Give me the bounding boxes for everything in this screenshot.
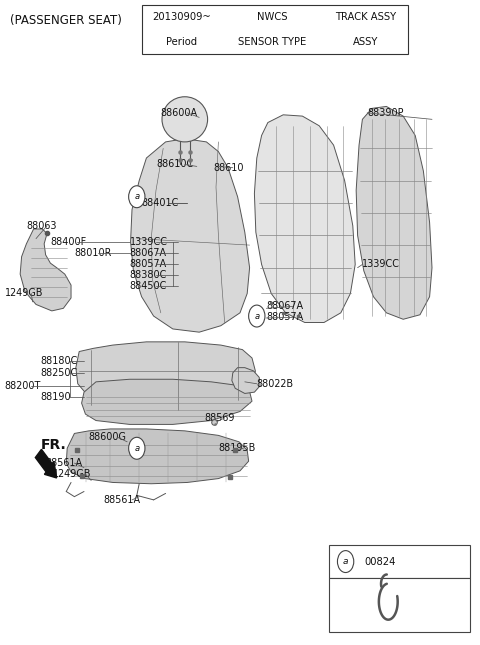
Text: 88195B: 88195B bbox=[218, 443, 256, 453]
Text: NWCS: NWCS bbox=[257, 12, 288, 23]
Circle shape bbox=[129, 437, 145, 459]
Text: a: a bbox=[254, 312, 259, 321]
Text: 20130909~: 20130909~ bbox=[152, 12, 211, 23]
Bar bbox=[142, 5, 408, 54]
Text: 88569: 88569 bbox=[204, 413, 235, 423]
Polygon shape bbox=[82, 379, 252, 424]
Polygon shape bbox=[66, 429, 249, 484]
Text: a: a bbox=[134, 192, 139, 201]
Text: Period: Period bbox=[166, 37, 197, 47]
Text: 00824: 00824 bbox=[365, 557, 396, 566]
Polygon shape bbox=[254, 115, 355, 322]
Text: 88057A: 88057A bbox=[130, 259, 167, 269]
Text: 88610: 88610 bbox=[214, 163, 244, 173]
Text: 1249GB: 1249GB bbox=[5, 288, 43, 299]
Circle shape bbox=[249, 305, 265, 327]
Circle shape bbox=[129, 186, 145, 208]
Text: 88600G: 88600G bbox=[89, 432, 127, 442]
Text: ASSY: ASSY bbox=[353, 37, 379, 47]
Polygon shape bbox=[76, 342, 255, 410]
Text: 88380C: 88380C bbox=[130, 270, 167, 280]
Text: 88390P: 88390P bbox=[367, 108, 404, 118]
Bar bbox=[329, 545, 470, 578]
Text: 88610C: 88610C bbox=[156, 159, 193, 170]
Text: TRACK ASSY: TRACK ASSY bbox=[336, 12, 396, 23]
Text: 88057A: 88057A bbox=[266, 312, 304, 322]
Text: SENSOR TYPE: SENSOR TYPE bbox=[238, 37, 307, 47]
Text: 88450C: 88450C bbox=[130, 281, 167, 291]
Text: 88022B: 88022B bbox=[257, 379, 294, 389]
Text: a: a bbox=[343, 557, 348, 566]
Text: 88180C: 88180C bbox=[41, 356, 78, 366]
Text: 88067A: 88067A bbox=[266, 301, 303, 312]
Text: 88067A: 88067A bbox=[130, 248, 167, 258]
Polygon shape bbox=[131, 139, 250, 332]
Text: 88190: 88190 bbox=[41, 392, 72, 402]
Bar bbox=[329, 578, 470, 632]
Text: 1339CC: 1339CC bbox=[362, 259, 400, 270]
Ellipse shape bbox=[162, 97, 208, 142]
Text: 88200T: 88200T bbox=[5, 381, 41, 391]
Circle shape bbox=[337, 551, 354, 573]
FancyArrow shape bbox=[36, 450, 57, 478]
Polygon shape bbox=[232, 368, 260, 393]
Polygon shape bbox=[356, 106, 432, 319]
Text: a: a bbox=[134, 444, 139, 453]
Text: FR.: FR. bbox=[41, 438, 67, 452]
Text: 88250C: 88250C bbox=[41, 368, 78, 378]
Text: 88561A: 88561A bbox=[103, 495, 140, 505]
Text: 88600A: 88600A bbox=[161, 108, 198, 118]
Text: 88401C: 88401C bbox=[142, 198, 179, 208]
Text: 88400F: 88400F bbox=[50, 237, 86, 247]
Text: 1339CC: 1339CC bbox=[130, 237, 168, 247]
Text: 88010R: 88010R bbox=[74, 248, 112, 258]
Text: (PASSENGER SEAT): (PASSENGER SEAT) bbox=[10, 14, 121, 27]
Text: 88561A: 88561A bbox=[46, 458, 83, 468]
Text: 88063: 88063 bbox=[26, 221, 57, 231]
Polygon shape bbox=[20, 229, 71, 311]
Text: 1249GB: 1249GB bbox=[53, 469, 91, 479]
